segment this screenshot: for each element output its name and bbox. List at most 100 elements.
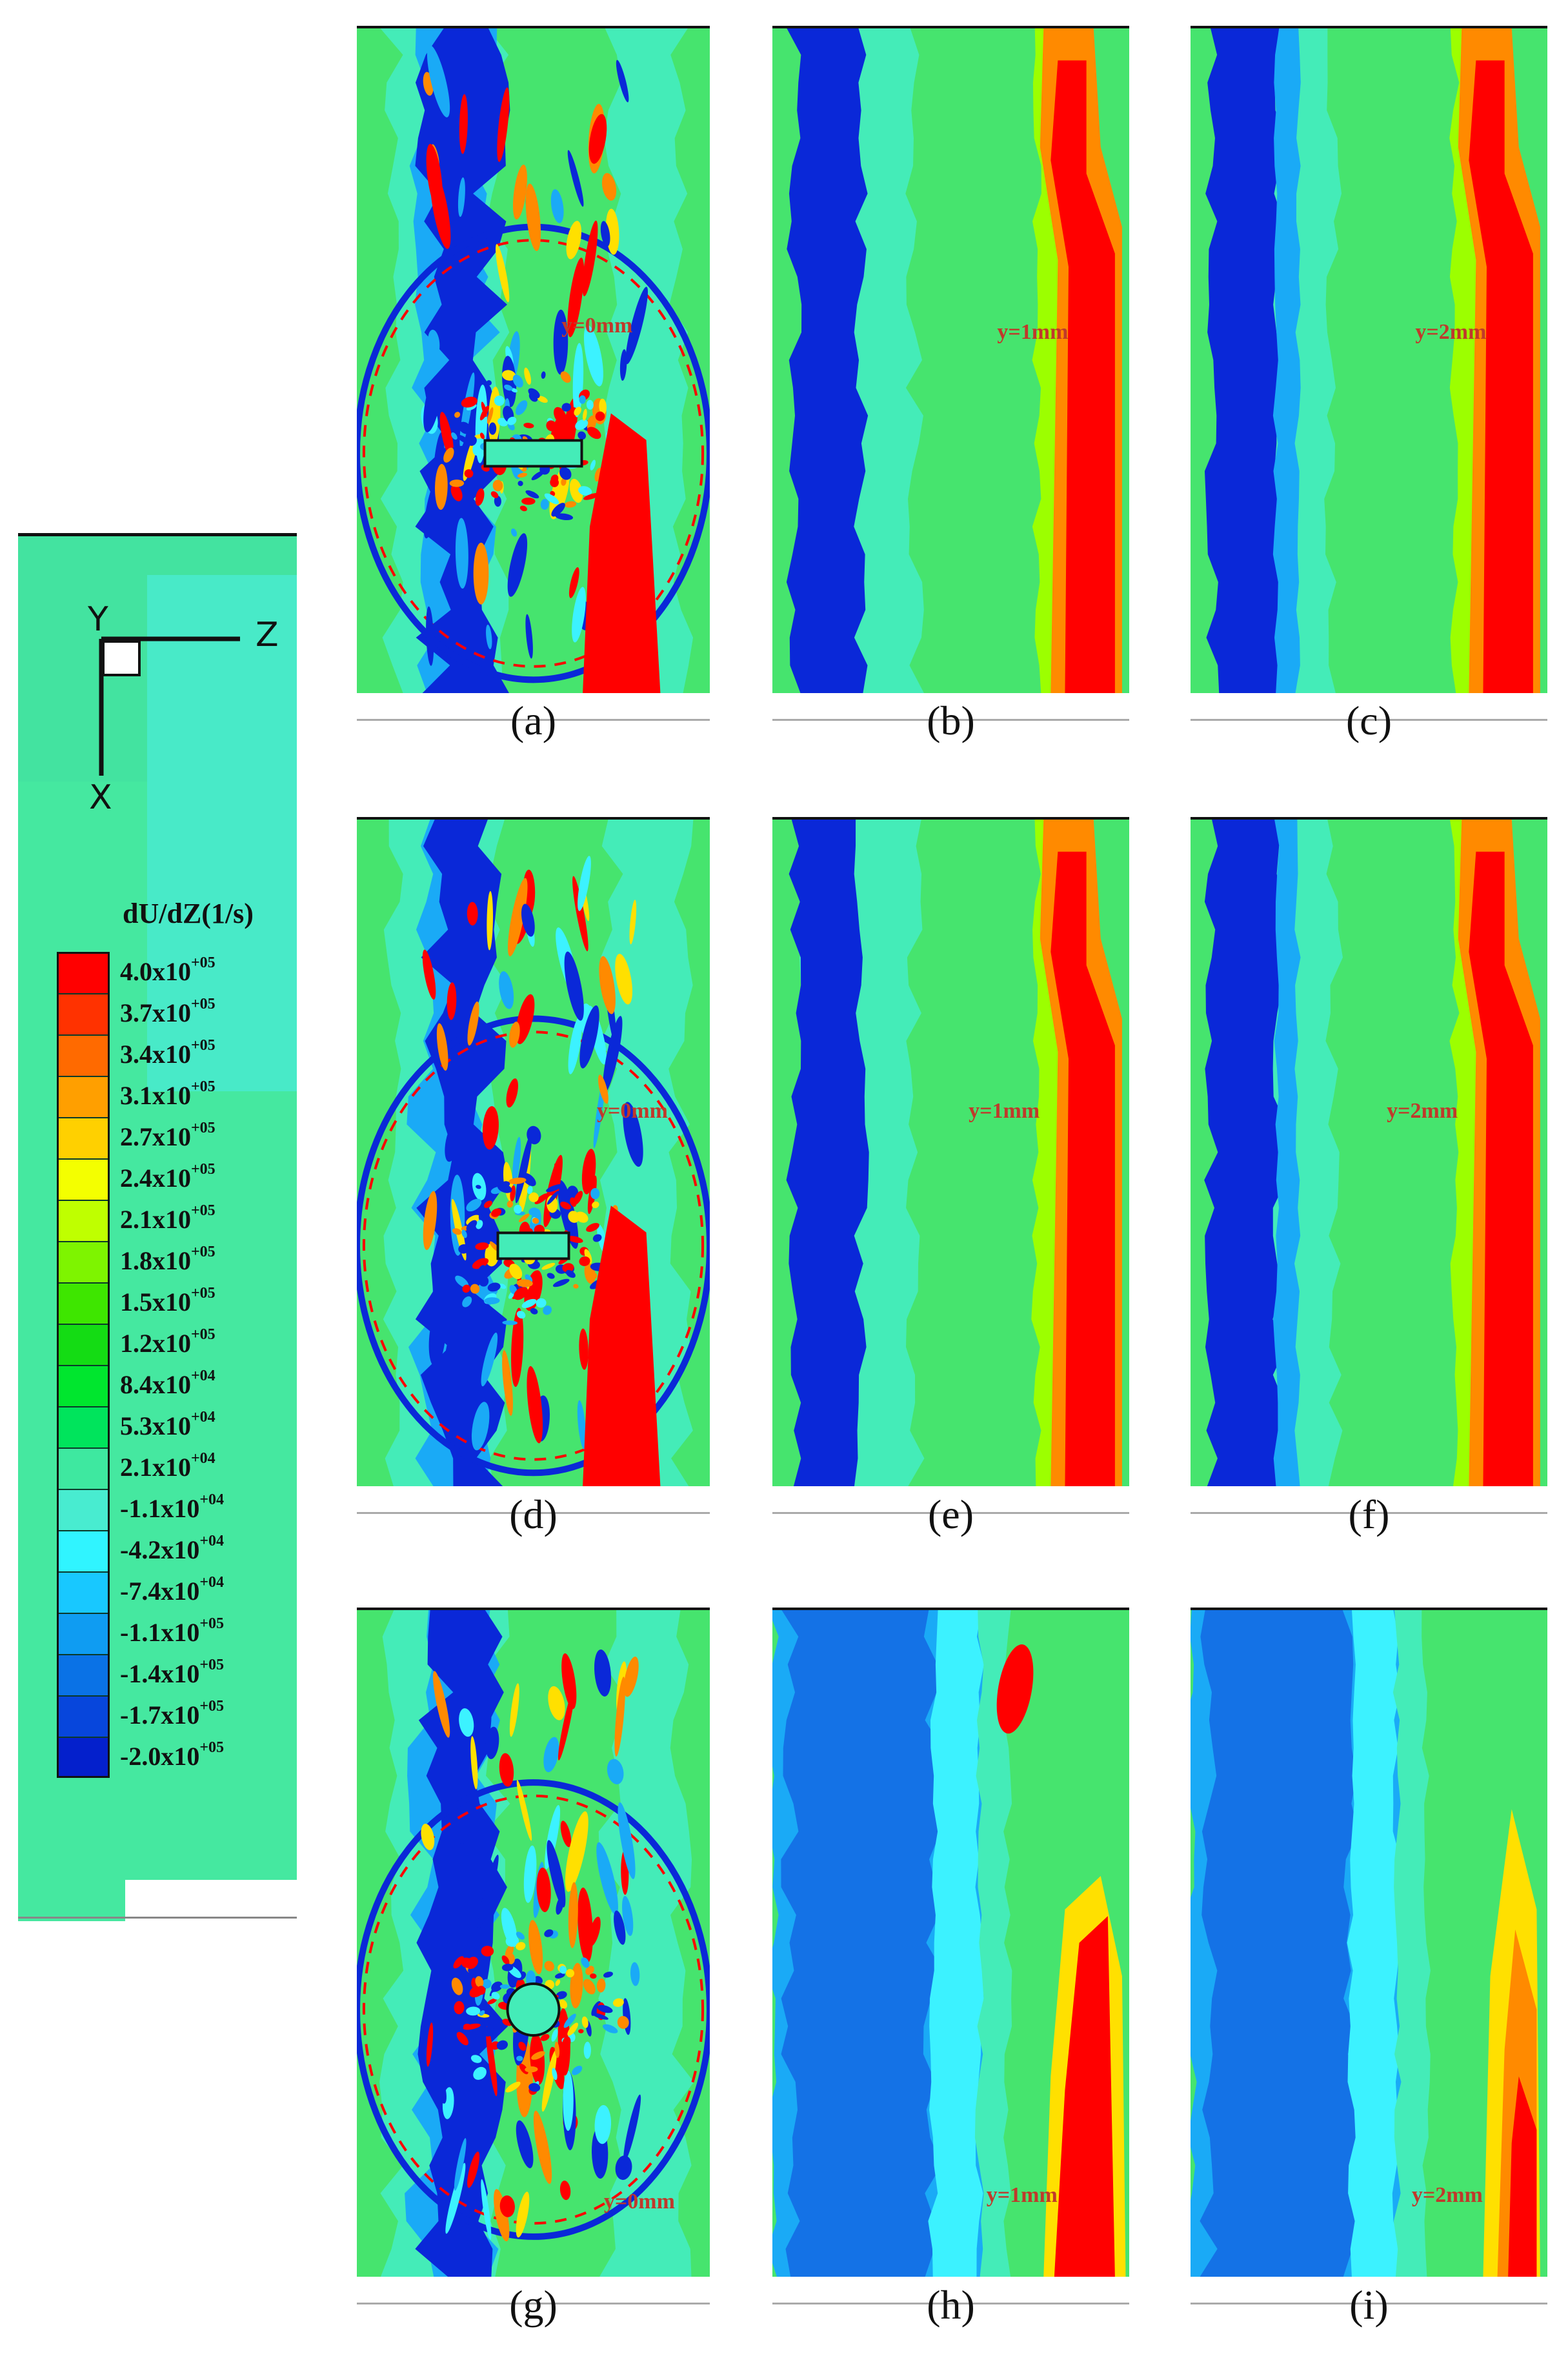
contour-blob — [486, 624, 492, 650]
contour-band-medium-blue — [781, 1609, 943, 2277]
legend-entry: 5.3x10+04 — [57, 1406, 315, 1447]
contour-blob — [466, 1220, 477, 1231]
contour-blob — [428, 1307, 446, 1367]
contour-blob — [475, 1242, 489, 1250]
contour-band-blue — [1204, 27, 1287, 693]
legend-entry: -1.1x10+05 — [57, 1613, 315, 1654]
contour-blob — [625, 287, 648, 365]
contour-blob — [590, 1973, 597, 1979]
contour-plot — [357, 818, 710, 1486]
contour-blob — [444, 863, 452, 925]
contour-blob — [516, 2120, 534, 2168]
contour-blob — [455, 1275, 469, 1288]
contour-blob — [590, 459, 596, 470]
contour-band-red — [1050, 60, 1115, 693]
contour-blob — [470, 1284, 480, 1294]
contour-blob — [561, 478, 567, 486]
contour-blob — [578, 1887, 593, 1963]
contour-blob — [475, 1976, 484, 1988]
contour-blob — [466, 1198, 482, 1212]
contour-blob — [502, 1320, 518, 1326]
contour-blob — [450, 484, 463, 501]
contour-blob — [508, 878, 528, 956]
contour-blob — [451, 432, 457, 440]
contour-blob — [441, 1333, 453, 1408]
contour-blob — [583, 493, 600, 500]
legend-label: -1.7x10+05 — [120, 1698, 224, 1730]
contour-blob — [502, 1181, 510, 1187]
contour-blob — [471, 1402, 490, 1451]
contour-blob — [533, 2110, 552, 2184]
contour-panel-f: y=2mm — [1191, 818, 1547, 1486]
contour-blob — [544, 493, 559, 505]
contour-blob — [523, 1845, 537, 1903]
plane-label: y=0mm — [603, 2190, 675, 2214]
contour-blob — [516, 1279, 533, 1287]
contour-blob — [550, 189, 564, 223]
legend-entry: 2.1x10+05 — [57, 1200, 315, 1241]
legend-label: -1.1x10+05 — [120, 1615, 224, 1648]
contour-blob — [486, 380, 492, 386]
contour-blob — [516, 2192, 530, 2238]
contour-band-medium-blue — [1200, 1609, 1360, 2277]
contour-blob — [552, 2068, 558, 2081]
shock-arc — [362, 1794, 705, 2225]
contour-blob — [489, 1982, 500, 1997]
legend-label-exponent: +05 — [191, 1244, 216, 1260]
axis-label-y: Y — [88, 600, 108, 639]
panel-caption-a: (a) — [510, 698, 557, 743]
legend-swatch — [57, 1117, 110, 1158]
contour-blob — [574, 407, 581, 416]
legend-label-exponent: +05 — [191, 1326, 216, 1343]
contour-blob — [614, 1677, 625, 1757]
contour-blob — [573, 1284, 579, 1289]
contour-band-blue — [1204, 818, 1287, 1486]
contour-band-red — [583, 413, 661, 693]
contour-blob — [558, 1180, 579, 1249]
contour-blob — [478, 1275, 489, 1287]
contour-band-red — [1050, 851, 1115, 1486]
contour-blob — [578, 856, 591, 911]
contour-blob — [487, 1998, 498, 2004]
contour-blob — [467, 436, 477, 446]
contour-blob — [519, 2063, 528, 2075]
contour-blob — [528, 388, 540, 399]
contour-blob — [458, 1244, 469, 1254]
contour-blob — [565, 1811, 588, 1892]
contour-blob — [540, 2033, 550, 2041]
contour-blob — [516, 1780, 532, 1841]
contour-blob — [532, 1218, 539, 1224]
legend-label-value: 8.4x10 — [120, 1370, 191, 1399]
contour-blob — [426, 144, 443, 210]
legend-entry: 2.4x10+05 — [57, 1158, 315, 1200]
contour-blob — [547, 1273, 555, 1279]
legend-swatch — [57, 1076, 110, 1117]
contour-blob — [599, 398, 607, 415]
contour-blob — [499, 1753, 514, 1787]
legend-entry: 3.1x10+05 — [57, 1076, 315, 1117]
legend-swatch — [57, 1406, 110, 1447]
contour-blob — [435, 2073, 447, 2104]
contour-blob — [536, 1868, 551, 1913]
contour-blob — [603, 1972, 613, 1978]
contour-blob — [543, 1737, 559, 1773]
contour-blob — [566, 221, 582, 259]
contour-blob — [507, 533, 528, 597]
contour-blob — [512, 165, 527, 220]
contour-panel-g: y=0mm — [357, 1609, 710, 2277]
contour-blob — [579, 1328, 588, 1370]
contour-blob — [516, 1311, 526, 1319]
contour-blob — [531, 2051, 545, 2060]
contour-blob — [449, 479, 465, 487]
panel-top-line — [1191, 817, 1547, 820]
contour-blob — [514, 1204, 522, 1214]
contour-blob — [435, 463, 448, 510]
legend-label-value: 2.7x10 — [120, 1122, 191, 1151]
legend-entry: -1.1x10+04 — [57, 1489, 315, 1530]
contour-blob — [536, 1298, 547, 1308]
contour-blob — [454, 2001, 465, 2015]
contour-blob — [462, 2042, 477, 2053]
contour-blob — [494, 2189, 510, 2242]
contour-blob — [607, 1759, 624, 1784]
contour-plot — [1204, 27, 1540, 693]
